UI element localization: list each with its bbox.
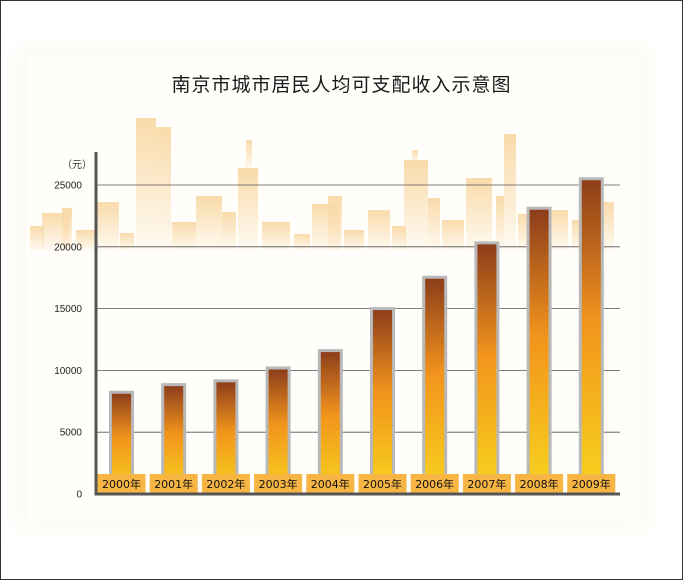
- y-axis-unit-label: （元）: [62, 159, 92, 171]
- category-label-2008年: 2008年: [520, 477, 559, 491]
- category-label-box-2008年: [515, 474, 564, 493]
- y-tick-label-0: 0: [76, 490, 82, 501]
- category-label-2007年: 2007年: [467, 477, 506, 491]
- y-tick-label-15000: 15000: [54, 304, 82, 315]
- category-label-box-2002年: [201, 474, 250, 493]
- category-label-box-2007年: [462, 474, 511, 493]
- category-label-box-2005年: [358, 474, 407, 493]
- y-axis-tick-labels: 0 5000 10000 15000 20000 25000: [54, 181, 82, 501]
- category-label-2001年: 2001年: [154, 477, 193, 491]
- chart-title: 南京市城市居民人均可支配收入示意图: [171, 74, 512, 96]
- bar-2009年: [578, 177, 604, 496]
- y-tick-label-20000: 20000: [54, 242, 82, 253]
- bar-2005年: [370, 307, 395, 496]
- category-label-2009年: 2009年: [572, 477, 611, 491]
- bar-2004年: [317, 349, 343, 496]
- bar-2006年: [422, 275, 448, 496]
- category-label-box-2009年: [567, 474, 616, 493]
- category-label-2000年: 2000年: [102, 477, 141, 491]
- bar-2007年: [474, 241, 500, 496]
- category-label-2002年: 2002年: [206, 477, 245, 491]
- category-label-2004年: 2004年: [311, 477, 350, 491]
- category-label-box-2001年: [149, 474, 198, 493]
- category-label-box-2003年: [254, 474, 303, 493]
- bar-2008年: [526, 206, 552, 496]
- x-axis-category-labels: 2000年 2001年 2002年 2003年 2004年 2005年 2006年 2007年…: [97, 474, 616, 493]
- category-label-box-2006年: [410, 474, 459, 493]
- y-tick-label-10000: 10000: [54, 366, 82, 377]
- category-label-box-2000年: [97, 474, 146, 493]
- category-label-2003年: 2003年: [259, 477, 298, 491]
- y-tick-label-25000: 25000: [54, 181, 82, 192]
- category-label-2005年: 2005年: [363, 477, 402, 491]
- y-tick-label-5000: 5000: [60, 428, 83, 439]
- city-skyline-background: [30, 118, 614, 250]
- category-label-box-2004年: [306, 474, 355, 493]
- category-label-2006年: 2006年: [415, 477, 454, 491]
- bar-series: [109, 177, 604, 496]
